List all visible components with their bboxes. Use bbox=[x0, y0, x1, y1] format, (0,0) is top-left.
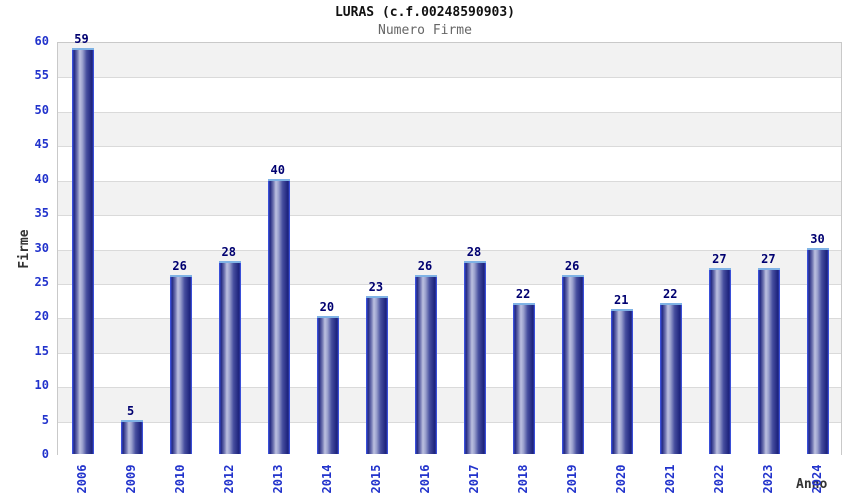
grid-band bbox=[58, 111, 841, 147]
bar-value-label: 59 bbox=[74, 31, 89, 46]
y-tick-label: 40 bbox=[34, 171, 49, 186]
grid-line bbox=[58, 352, 841, 354]
grid-line bbox=[58, 249, 841, 251]
x-tick-label: 2024 bbox=[810, 464, 825, 494]
bar-value-label: 22 bbox=[663, 286, 678, 301]
x-tick-label: 2013 bbox=[270, 464, 285, 494]
bar bbox=[513, 302, 536, 454]
bar-value-label: 40 bbox=[270, 162, 285, 177]
x-tick-label: 2006 bbox=[74, 464, 89, 494]
y-tick-label: 35 bbox=[34, 206, 49, 221]
grid-band bbox=[58, 180, 841, 216]
y-tick-label: 60 bbox=[34, 34, 49, 48]
grid-line bbox=[58, 180, 841, 182]
bar bbox=[611, 309, 634, 454]
plot-area bbox=[57, 42, 842, 456]
grid-band bbox=[58, 146, 841, 181]
y-tick-label: 20 bbox=[34, 309, 49, 324]
bar-value-label: 23 bbox=[368, 279, 384, 294]
bar bbox=[660, 302, 683, 454]
bar-value-label: 28 bbox=[221, 245, 236, 260]
bar bbox=[169, 275, 192, 454]
bar-value-label: 22 bbox=[515, 286, 531, 301]
bar bbox=[758, 268, 781, 454]
grid-band bbox=[58, 215, 841, 250]
y-tick-label: 55 bbox=[34, 68, 49, 83]
y-tick-label: 50 bbox=[34, 102, 49, 117]
x-tick-label: 2019 bbox=[565, 464, 580, 494]
x-tick-label: 2017 bbox=[467, 464, 482, 494]
bar bbox=[464, 261, 487, 454]
bar-value-label: 20 bbox=[319, 300, 335, 315]
bar bbox=[562, 275, 585, 454]
x-tick-label: 2009 bbox=[123, 464, 138, 494]
x-tick-label: 2010 bbox=[172, 464, 187, 494]
x-tick-label: 2022 bbox=[712, 464, 727, 494]
x-tick-label: 2016 bbox=[417, 464, 432, 494]
y-tick-label: 30 bbox=[34, 240, 49, 255]
y-tick-label: 45 bbox=[34, 137, 49, 152]
x-tick-label: 2014 bbox=[319, 464, 334, 494]
x-tick-label: 2021 bbox=[663, 464, 678, 494]
bar-value-label: 5 bbox=[126, 403, 135, 418]
x-tick-label: 2015 bbox=[368, 464, 383, 494]
chart-title: LURAS (c.f.00248590903) bbox=[334, 5, 515, 20]
grid-band bbox=[58, 43, 841, 78]
bar-value-label: 26 bbox=[172, 259, 187, 274]
bar-value-label: 30 bbox=[810, 231, 825, 246]
bar-value-label: 26 bbox=[564, 259, 580, 274]
bar-value-label: 28 bbox=[466, 245, 482, 260]
bar bbox=[267, 178, 290, 454]
x-tick-label: 2012 bbox=[221, 464, 236, 494]
chart-subtitle: Numero Firme bbox=[378, 23, 472, 38]
bar bbox=[316, 316, 339, 454]
y-tick-label: 10 bbox=[34, 378, 49, 393]
x-tick-label: 2023 bbox=[761, 464, 776, 494]
grid-line bbox=[58, 283, 841, 285]
bar bbox=[365, 295, 388, 454]
bar-value-label: 27 bbox=[761, 252, 776, 267]
grid-line bbox=[58, 215, 841, 217]
y-tick-label: 15 bbox=[34, 343, 49, 358]
grid-line bbox=[58, 111, 841, 113]
bar-value-label: 26 bbox=[417, 259, 433, 274]
grid-line bbox=[58, 318, 841, 320]
grid-line bbox=[58, 421, 841, 423]
x-tick-label: 2018 bbox=[516, 464, 531, 494]
bar bbox=[71, 47, 94, 454]
grid-line bbox=[58, 146, 841, 148]
x-axis-title: Anno bbox=[796, 477, 828, 492]
y-tick-label: 0 bbox=[41, 447, 49, 461]
bar-value-label: 21 bbox=[613, 293, 629, 308]
grid-line bbox=[58, 387, 841, 389]
bar bbox=[709, 268, 732, 454]
grid-line bbox=[58, 77, 841, 79]
bar bbox=[414, 275, 437, 454]
bar bbox=[218, 261, 241, 454]
bar-value-label: 27 bbox=[712, 252, 727, 267]
y-tick-label: 25 bbox=[34, 274, 49, 289]
grid-band bbox=[58, 77, 841, 112]
y-tick-label: 5 bbox=[41, 412, 49, 427]
bar bbox=[120, 419, 143, 454]
x-tick-label: 2020 bbox=[614, 464, 629, 494]
bar bbox=[807, 247, 830, 454]
